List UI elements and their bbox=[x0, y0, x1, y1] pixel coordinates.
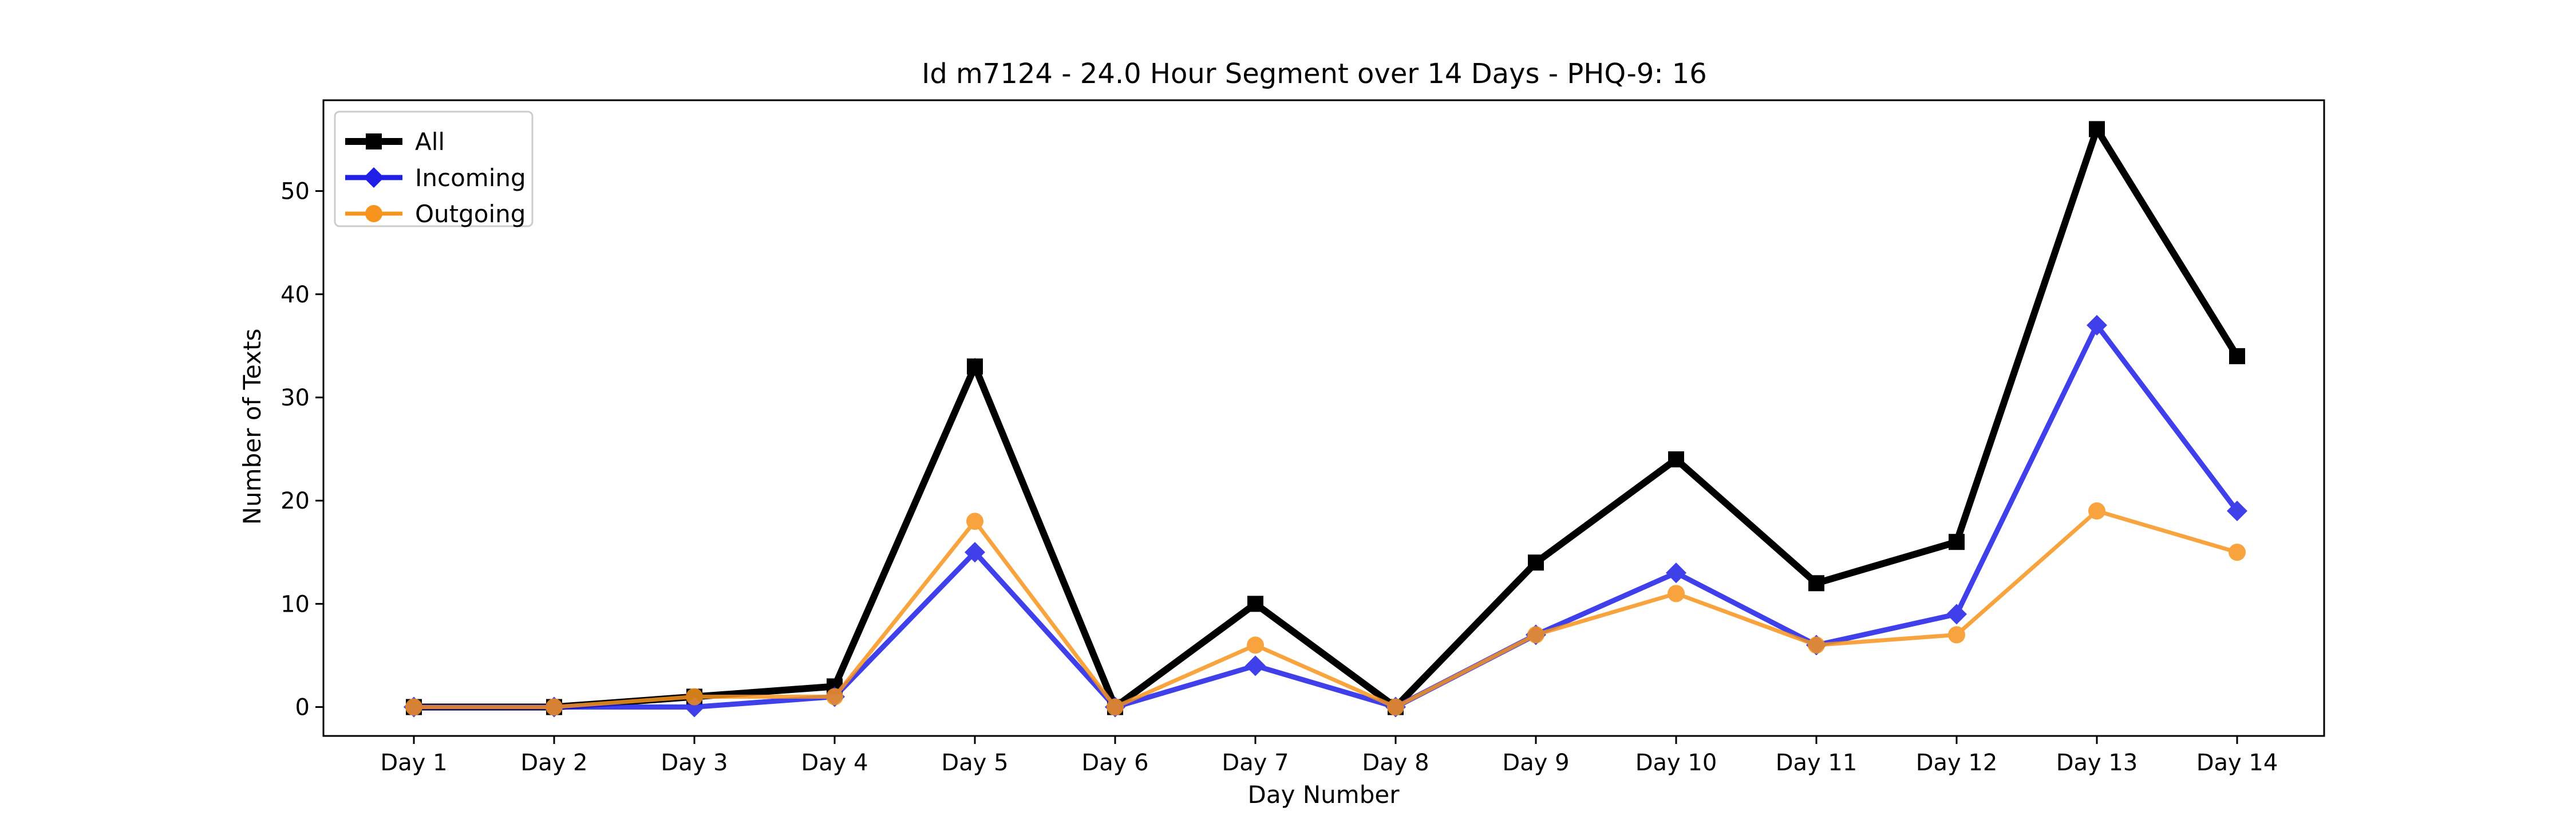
series-line-outgoing bbox=[414, 509, 2238, 710]
x-tick-label: Day 8 bbox=[1362, 750, 1429, 776]
legend: All Incoming Outgoing bbox=[334, 111, 534, 228]
data-point-incoming bbox=[2227, 501, 2247, 522]
chart-title: Id m7124 - 24.0 Hour Segment over 14 Day… bbox=[922, 58, 1707, 90]
data-point-outgoing bbox=[1387, 698, 1404, 716]
x-tick-label: Day 10 bbox=[1635, 750, 1717, 776]
y-tick-label: 40 bbox=[280, 282, 310, 308]
x-tick-label: Day 4 bbox=[801, 750, 868, 776]
legend-marker-all bbox=[366, 133, 382, 149]
x-tick-label: Day 6 bbox=[1081, 750, 1148, 776]
data-point-all bbox=[967, 358, 983, 375]
plot-frame bbox=[322, 99, 2325, 737]
x-tick-label: Day 9 bbox=[1502, 750, 1569, 776]
data-point-all bbox=[2229, 348, 2245, 364]
data-point-all bbox=[1528, 554, 1544, 571]
data-point-all bbox=[1247, 596, 1263, 612]
data-point-outgoing bbox=[1107, 698, 1124, 716]
x-tick-label: Day 11 bbox=[1776, 750, 1858, 776]
data-point-outgoing bbox=[1808, 636, 1825, 654]
data-point-all bbox=[1808, 575, 1824, 592]
series-line-incoming bbox=[414, 320, 2239, 710]
y-axis-label: Number of Texts bbox=[238, 329, 266, 525]
x-tick-label: Day 12 bbox=[1916, 750, 1998, 776]
legend-label-all: All bbox=[415, 128, 445, 156]
data-point-outgoing bbox=[686, 688, 703, 706]
plot-area: 0 10 20 30 40 50 Day 1 Day 2 Day 3 Day 4 Day 5 Day … bbox=[280, 99, 2325, 776]
y-tick-label: 0 bbox=[295, 695, 310, 721]
x-tick-label: Day 2 bbox=[520, 750, 587, 776]
data-point-outgoing bbox=[546, 698, 563, 716]
y-tick-label: 20 bbox=[280, 488, 310, 514]
y-tick-label: 30 bbox=[280, 385, 310, 411]
legend-marker-outgoing bbox=[365, 205, 382, 222]
data-point-incoming bbox=[1245, 655, 1266, 676]
legend-label-incoming: Incoming bbox=[415, 164, 526, 192]
data-point-outgoing bbox=[405, 698, 422, 716]
data-point-outgoing bbox=[1948, 626, 1965, 644]
data-point-all bbox=[2089, 121, 2105, 137]
data-point-outgoing bbox=[1668, 585, 1685, 602]
data-point-all bbox=[1668, 451, 1684, 468]
x-tick-label: Day 1 bbox=[380, 750, 447, 776]
data-point-incoming bbox=[1666, 562, 1686, 584]
data-point-incoming bbox=[965, 542, 985, 563]
data-point-incoming bbox=[2087, 314, 2107, 336]
x-tick-label: Day 7 bbox=[1222, 750, 1289, 776]
data-point-incoming bbox=[1946, 604, 1967, 625]
x-tick-label: Day 3 bbox=[661, 750, 728, 776]
data-point-outgoing bbox=[2229, 544, 2246, 561]
legend-label-outgoing: Outgoing bbox=[415, 200, 526, 228]
data-point-outgoing bbox=[1247, 636, 1264, 654]
y-tick-label: 50 bbox=[280, 179, 310, 205]
x-tick-label: Day 5 bbox=[941, 750, 1008, 776]
x-tick-label: Day 14 bbox=[2196, 750, 2278, 776]
data-point-outgoing bbox=[1527, 626, 1544, 644]
data-point-outgoing bbox=[966, 513, 983, 530]
x-tick-label: Day 13 bbox=[2056, 750, 2138, 776]
data-point-outgoing bbox=[826, 688, 843, 706]
data-point-all bbox=[1949, 534, 1965, 550]
data-point-outgoing bbox=[2088, 502, 2105, 520]
x-axis-label: Day Number bbox=[1247, 781, 1400, 809]
legend-marker-incoming bbox=[364, 167, 384, 188]
series-outgoing bbox=[405, 502, 2246, 716]
y-tick-label: 10 bbox=[280, 591, 310, 617]
